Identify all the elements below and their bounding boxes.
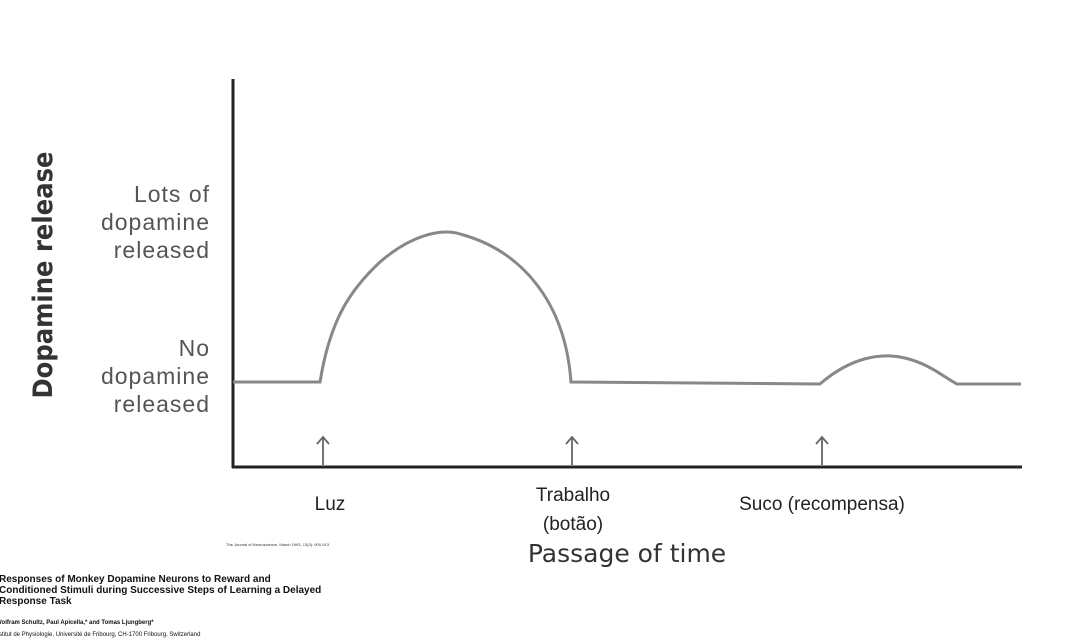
- level-label: dopamine: [101, 363, 210, 389]
- level-label: released: [114, 237, 210, 263]
- x-axis-title: Passage of time: [528, 539, 726, 568]
- level-label: released: [114, 391, 210, 417]
- paper-title-line: Responses of Monkey Dopamine Neurons to …: [0, 574, 271, 585]
- event-label: Trabalho: [536, 485, 610, 506]
- level-label: No: [179, 335, 210, 361]
- authors: Wolfram Schultz, Paul Apicella,* and Tom…: [0, 620, 154, 626]
- event-label: Luz: [315, 494, 346, 515]
- dopamine-curve: [233, 230, 1021, 386]
- level-label: dopamine: [101, 209, 210, 235]
- paper-title-line: Response Task: [0, 596, 72, 607]
- event-label: (botão): [543, 514, 603, 535]
- event-arrows: [316, 435, 829, 465]
- citation: The Journal of Neuroscience, March 1993,…: [226, 542, 330, 547]
- event-label: Suco (recompensa): [739, 494, 905, 515]
- affiliation: Institut de Physiologie, Université de F…: [0, 632, 200, 638]
- paper-title-line: Conditioned Stimuli during Successive St…: [0, 585, 321, 596]
- y-axis-title: Dopamine release: [28, 151, 59, 398]
- level-label: Lots of: [134, 181, 210, 207]
